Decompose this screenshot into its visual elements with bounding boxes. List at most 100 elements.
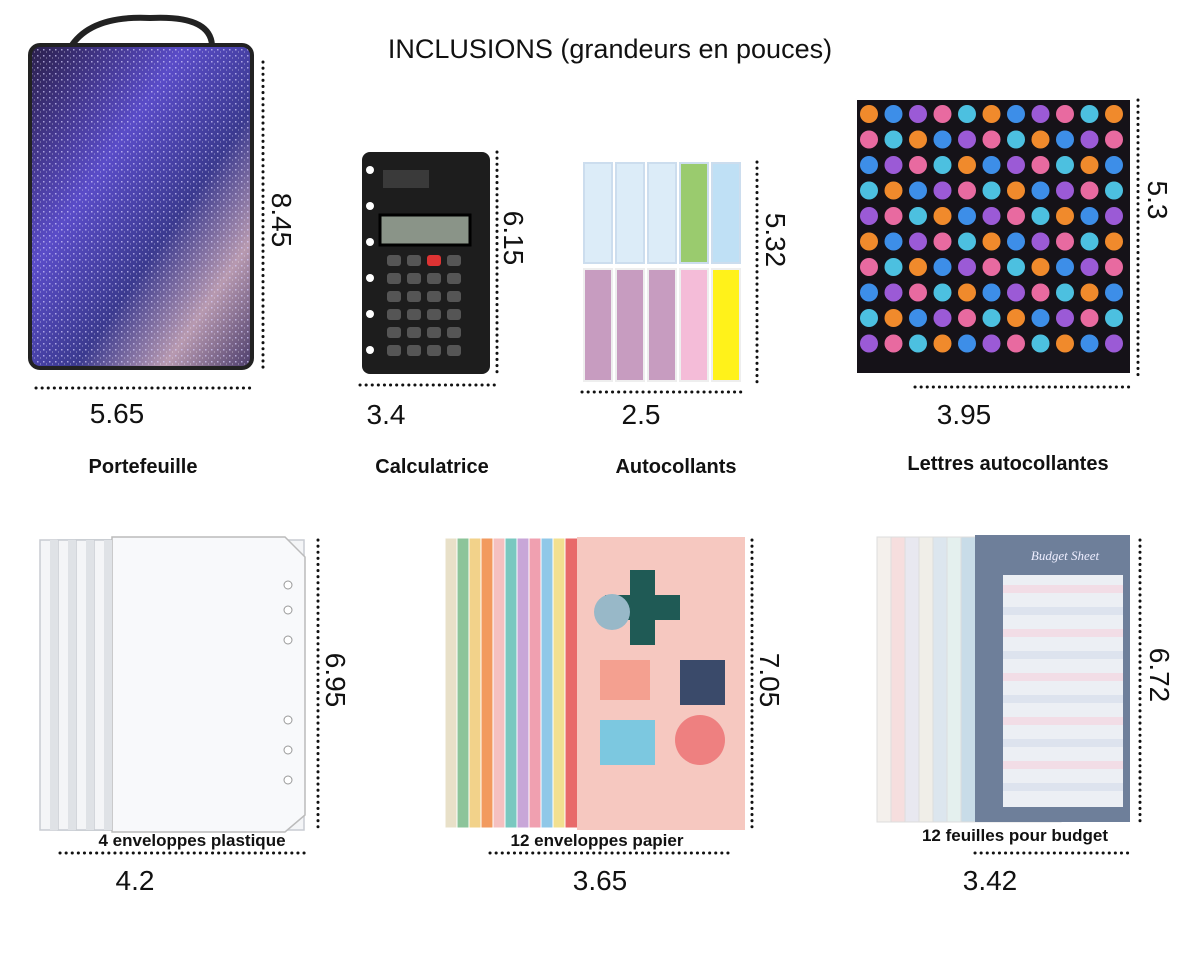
decoration [407, 327, 421, 338]
decoration [884, 334, 903, 353]
decoration [366, 202, 374, 210]
decoration [909, 105, 927, 123]
decoration [860, 130, 878, 149]
decoration [958, 207, 976, 225]
decoration [1003, 783, 1123, 791]
decoration [283, 635, 293, 645]
decoration [1031, 130, 1050, 149]
decoration [427, 327, 441, 338]
decoration [884, 283, 903, 302]
decoration [366, 238, 374, 246]
decoration [675, 715, 725, 765]
decoration [447, 309, 461, 320]
decoration [1105, 105, 1123, 123]
decoration [447, 345, 461, 356]
decoration [860, 232, 878, 251]
wallet-image [28, 14, 254, 370]
decoration [86, 540, 94, 830]
decoration [1080, 156, 1099, 174]
decoration [860, 105, 878, 123]
decoration [958, 258, 976, 276]
decoration [1007, 232, 1025, 251]
decoration [1007, 334, 1025, 353]
decoration [909, 283, 927, 302]
stickers-image [583, 162, 741, 382]
decoration [447, 273, 461, 284]
decoration [1056, 130, 1074, 149]
decoration [933, 156, 952, 174]
width-label: 3.4 [367, 399, 406, 430]
decoration [884, 105, 903, 123]
decoration [1007, 283, 1025, 302]
decoration [1007, 207, 1025, 225]
decoration [933, 181, 952, 200]
decoration [387, 255, 401, 266]
width-label: 3.65 [573, 865, 628, 896]
decoration [427, 345, 441, 356]
decoration [583, 268, 613, 382]
decoration [366, 346, 374, 354]
decoration [933, 105, 952, 123]
decoration [909, 156, 927, 174]
decoration [982, 130, 1001, 149]
decoration [860, 207, 878, 225]
decoration [1105, 309, 1123, 327]
decoration [1080, 232, 1099, 251]
product-name: 4 enveloppes plastique [98, 831, 285, 850]
decoration [600, 720, 655, 765]
decoration [283, 715, 293, 725]
decoration [387, 345, 401, 356]
decoration [860, 258, 878, 276]
decoration [407, 309, 421, 320]
decoration [1003, 717, 1123, 725]
decoration [1031, 309, 1050, 327]
title: INCLUSIONS (grandeurs en pouces) [388, 34, 832, 64]
decoration [1080, 130, 1099, 149]
decoration [958, 309, 976, 327]
decoration [1080, 105, 1099, 123]
decoration [933, 258, 952, 276]
decoration [647, 268, 677, 382]
decoration [1105, 130, 1123, 149]
decoration [884, 130, 903, 149]
decoration [605, 570, 680, 645]
decoration [387, 309, 401, 320]
decoration [1003, 739, 1123, 747]
paper-envelopes-image [444, 537, 745, 830]
decoration [958, 334, 976, 353]
plastic-envelopes-image [39, 536, 306, 833]
decoration [1031, 232, 1050, 251]
decoration [860, 309, 878, 327]
decoration [427, 273, 441, 284]
product-name: 12 feuilles pour budget [922, 826, 1108, 845]
decoration [615, 162, 645, 264]
product-name: 12 enveloppes papier [511, 831, 684, 850]
decoration [933, 283, 952, 302]
width-label: 4.2 [116, 865, 155, 896]
decoration [447, 291, 461, 302]
decoration [982, 258, 1001, 276]
decoration [1080, 207, 1099, 225]
decoration [909, 334, 927, 353]
decoration [711, 162, 741, 264]
decoration [860, 181, 878, 200]
decoration [1056, 105, 1074, 123]
decoration [1056, 334, 1074, 353]
width-label: 3.95 [937, 399, 992, 430]
decoration [958, 232, 976, 251]
width-label: 3.42 [963, 865, 1018, 896]
product-name: Autocollants [615, 456, 736, 478]
decoration [1003, 629, 1123, 637]
height-label: 7.05 [754, 653, 785, 708]
decoration [283, 580, 293, 590]
decoration [982, 207, 1001, 225]
decoration [615, 268, 645, 382]
decoration [1105, 207, 1123, 225]
decoration [909, 258, 927, 276]
decoration [1105, 283, 1123, 302]
decoration [407, 345, 421, 356]
decoration [1003, 607, 1123, 615]
width-label: 5.65 [90, 398, 145, 429]
calculator-image [362, 152, 490, 374]
